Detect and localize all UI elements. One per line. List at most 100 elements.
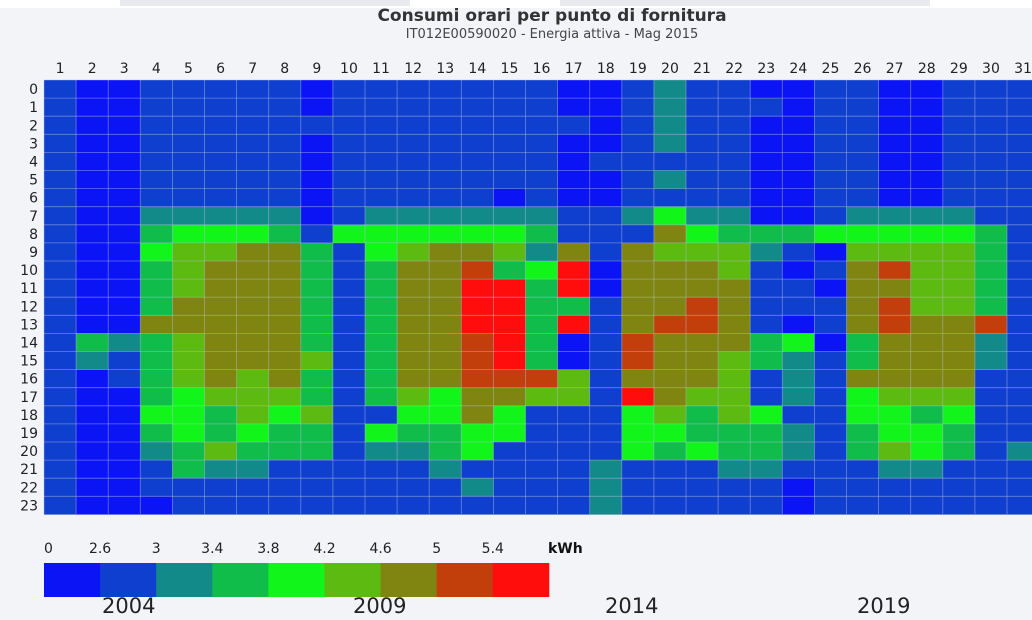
heatmap-cell bbox=[44, 242, 77, 262]
heatmap-cell bbox=[814, 478, 847, 497]
heatmap-cell bbox=[942, 387, 976, 407]
heatmap-cell bbox=[76, 80, 109, 99]
heatmap-cell bbox=[236, 369, 270, 389]
heatmap-cell bbox=[718, 170, 751, 189]
heatmap-cell bbox=[718, 152, 751, 171]
heatmap-cell bbox=[236, 297, 270, 316]
heatmap-cell bbox=[525, 405, 558, 425]
heatmap-cell bbox=[461, 369, 494, 389]
heatmap-cell bbox=[397, 224, 430, 244]
heatmap-cell bbox=[814, 460, 847, 479]
heatmap-cell bbox=[204, 423, 237, 443]
heatmap-cell bbox=[429, 116, 462, 135]
heatmap-cell bbox=[76, 206, 109, 226]
heatmap-cell bbox=[846, 369, 879, 389]
heatmap-cell bbox=[653, 98, 687, 117]
heatmap-cell bbox=[718, 242, 751, 262]
legend-label: 4.6 bbox=[369, 541, 391, 557]
heatmap-cell bbox=[268, 315, 302, 334]
heatmap-cell bbox=[300, 478, 334, 497]
heatmap-cell bbox=[942, 478, 976, 497]
heatmap-cell bbox=[1007, 206, 1032, 226]
year-label: 2014 bbox=[605, 594, 659, 618]
heatmap-cell bbox=[1007, 279, 1032, 298]
heatmap-cell bbox=[300, 224, 334, 244]
heatmap-cell bbox=[846, 80, 879, 99]
heatmap-cell bbox=[814, 279, 847, 298]
heatmap-cell bbox=[268, 242, 302, 262]
heatmap-cell bbox=[76, 98, 109, 117]
heatmap-cell bbox=[204, 98, 237, 117]
heatmap-cell bbox=[525, 261, 558, 280]
heatmap-cell bbox=[397, 80, 430, 99]
heatmap-cell bbox=[429, 478, 462, 497]
heatmap-cell bbox=[236, 188, 270, 208]
heatmap-cell bbox=[461, 297, 494, 316]
heatmap-cell bbox=[878, 261, 912, 280]
y-tick-label: 6 bbox=[29, 191, 38, 207]
heatmap-cell bbox=[44, 170, 77, 189]
heatmap-cell bbox=[942, 98, 976, 117]
heatmap-cell bbox=[397, 134, 430, 153]
x-tick-label: 3 bbox=[120, 61, 129, 77]
heatmap-cell bbox=[878, 423, 912, 443]
year-label: 2004 bbox=[102, 594, 156, 618]
heatmap-cell bbox=[942, 405, 976, 425]
heatmap-cell bbox=[942, 188, 976, 208]
heatmap-cell bbox=[846, 170, 879, 189]
heatmap-cell bbox=[204, 242, 237, 262]
legend-swatch bbox=[44, 563, 101, 597]
heatmap-cell bbox=[461, 478, 494, 497]
heatmap-cell bbox=[750, 80, 783, 99]
heatmap-cell bbox=[397, 315, 430, 334]
heatmap-cell bbox=[236, 387, 270, 407]
x-tick-label: 15 bbox=[501, 61, 519, 77]
heatmap-cell bbox=[525, 496, 558, 515]
heatmap-cell bbox=[589, 152, 623, 171]
x-tick-label: 30 bbox=[982, 61, 1000, 77]
heatmap-cell bbox=[942, 442, 976, 461]
heatmap-cell bbox=[557, 80, 591, 99]
heatmap-cell bbox=[365, 242, 398, 262]
heatmap-cell bbox=[910, 496, 944, 515]
heatmap-cell bbox=[429, 369, 462, 389]
heatmap-cell bbox=[493, 387, 526, 407]
heatmap-cell bbox=[974, 405, 1008, 425]
legend-label: 5 bbox=[432, 541, 441, 557]
heatmap-cell bbox=[846, 315, 879, 334]
y-tick-label: 15 bbox=[20, 354, 38, 370]
heatmap-cell bbox=[108, 134, 141, 153]
heatmap-cell bbox=[332, 224, 366, 244]
heatmap-cell bbox=[718, 297, 751, 316]
heatmap-cell bbox=[108, 478, 141, 497]
heatmap-cell bbox=[557, 98, 591, 117]
heatmap-cell bbox=[268, 170, 302, 189]
heatmap-cell bbox=[76, 405, 109, 425]
heatmap-cell bbox=[878, 333, 912, 352]
heatmap-cell bbox=[621, 496, 655, 515]
heatmap-cell bbox=[461, 496, 494, 515]
y-tick-label: 13 bbox=[20, 317, 38, 333]
heatmap-cell bbox=[525, 423, 558, 443]
heatmap-cell bbox=[236, 279, 270, 298]
heatmap-cell bbox=[108, 224, 141, 244]
y-tick-label: 18 bbox=[20, 408, 38, 424]
heatmap-cell bbox=[172, 98, 205, 117]
heatmap-cell bbox=[974, 496, 1008, 515]
heatmap-cell bbox=[140, 387, 173, 407]
heatmap-cell bbox=[653, 442, 687, 461]
heatmap-cell bbox=[589, 98, 623, 117]
heatmap-cell bbox=[236, 496, 270, 515]
heatmap-cell bbox=[750, 98, 783, 117]
heatmap-cell bbox=[653, 423, 687, 443]
heatmap-cell bbox=[589, 315, 623, 334]
heatmap-cell bbox=[910, 297, 944, 316]
heatmap-cell bbox=[942, 116, 976, 135]
heatmap-cell bbox=[461, 261, 494, 280]
heatmap-cell bbox=[782, 369, 815, 389]
heatmap-cell bbox=[718, 224, 751, 244]
heatmap-cell bbox=[846, 242, 879, 262]
heatmap-cell bbox=[140, 478, 173, 497]
heatmap-cell bbox=[621, 405, 655, 425]
heatmap-cell bbox=[365, 297, 398, 316]
